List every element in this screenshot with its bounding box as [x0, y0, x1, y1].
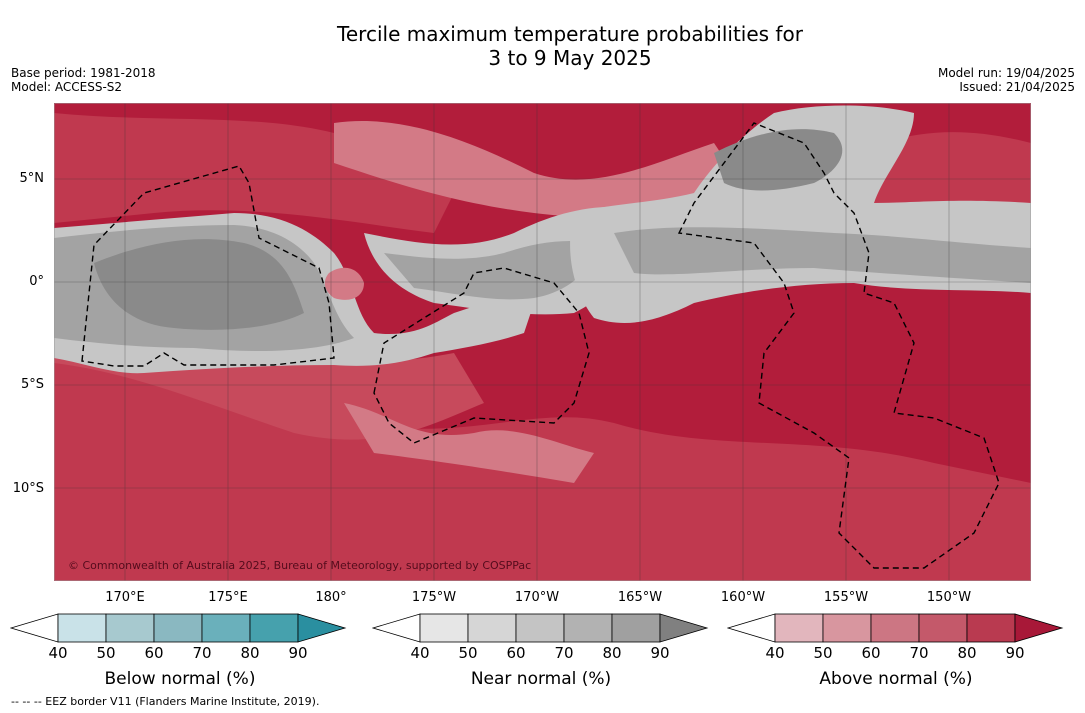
- colorbar-above-tick: 70: [909, 644, 929, 662]
- colorbar-near-tick: 90: [650, 644, 670, 662]
- colorbar-near-low-extension: [372, 613, 421, 643]
- lon-label-170w: 170°W: [514, 590, 560, 605]
- model-run: Model run: 19/04/2025: [937, 66, 1075, 80]
- issued-date: Issued: 21/04/2025: [959, 80, 1075, 94]
- colorbar-below-high-extension: [297, 613, 347, 643]
- meta-right: Model run: 19/04/2025 Issued: 21/04/2025: [938, 66, 1075, 94]
- colorbar-below-segment: [57, 613, 107, 643]
- lon-label-150w: 150°W: [926, 590, 972, 605]
- map-frame: [54, 103, 1031, 581]
- lat-label-5n: 5°N: [19, 171, 45, 186]
- colorbar-near-segment: [467, 613, 517, 643]
- above-normal-island-patch: [324, 267, 364, 300]
- eez-borders: [81, 122, 1000, 569]
- colorbar-below-segment: [153, 613, 203, 643]
- colorbar-below-tick: 40: [48, 644, 68, 662]
- title-line-2: 3 to 9 May 2025: [488, 46, 652, 70]
- colorbar-near-tick: 40: [410, 644, 430, 662]
- colorbar-below-tick: 70: [192, 644, 212, 662]
- colorbar-below-tick: 90: [288, 644, 308, 662]
- base-period: Base period: 1981-2018: [11, 66, 156, 80]
- colorbar-above-segment: [822, 613, 872, 643]
- meta-left: Base period: 1981-2018 Model: ACCESS-S2: [11, 66, 156, 94]
- lon-label-155w: 155°W: [823, 590, 869, 605]
- colorbar-near-segment: [419, 613, 469, 643]
- colorbar-above: [727, 613, 1064, 643]
- lon-label-160w: 160°W: [720, 590, 766, 605]
- colorbar-above-tick: 90: [1005, 644, 1025, 662]
- colorbar-near-high-extension: [659, 613, 709, 643]
- colorbar-above-segment: [918, 613, 968, 643]
- copyright-text: © Commonwealth of Australia 2025, Bureau…: [68, 559, 531, 572]
- colorbar-near: [372, 613, 709, 643]
- colorbar-near-segment: [515, 613, 565, 643]
- lon-label-180: 180°: [315, 590, 347, 605]
- colorbar-above-segment: [870, 613, 920, 643]
- lon-label-170e: 170°E: [105, 590, 145, 605]
- lon-label-175w: 175°W: [411, 590, 457, 605]
- map-title: Tercile maximum temperature probabilitie…: [0, 22, 1085, 70]
- colorbar-below-title: Below normal (%): [104, 669, 256, 689]
- model-name: Model: ACCESS-S2: [11, 80, 123, 94]
- lon-label-175e: 175°E: [208, 590, 248, 605]
- colorbar-below-segment: [105, 613, 155, 643]
- eez-legend: -- -- -- EEZ border V11 (Flanders Marine…: [11, 695, 320, 708]
- colorbar-near-tick: 50: [458, 644, 478, 662]
- probability-map: © Commonwealth of Australia 2025, Bureau…: [54, 103, 1031, 581]
- lat-label-5s: 5°S: [20, 377, 44, 392]
- colorbar-near-segment: [611, 613, 661, 643]
- colorbar-below-segment: [201, 613, 251, 643]
- colorbar-near-tick: 80: [602, 644, 622, 662]
- colorbar-above-high-extension: [1014, 613, 1064, 643]
- colorbar-below-tick: 60: [144, 644, 164, 662]
- above-normal-light-patch-2: [344, 403, 594, 483]
- colorbar-above-segment: [966, 613, 1016, 643]
- near-normal-west-core: [94, 239, 304, 330]
- graticule: [54, 103, 1031, 581]
- above-normal-light-patch: [334, 121, 754, 218]
- colorbar-above-tick: 80: [957, 644, 977, 662]
- colorbar-near-tick: 60: [506, 644, 526, 662]
- colorbar-above-tick: 60: [861, 644, 881, 662]
- colorbar-below-segment: [249, 613, 299, 643]
- lat-label-10s: 10°S: [12, 481, 44, 496]
- lon-label-165w: 165°W: [617, 590, 663, 605]
- near-normal-ne-core: [714, 129, 843, 191]
- colorbar-below-tick: 80: [240, 644, 260, 662]
- colorbar-above-segment: [774, 613, 824, 643]
- colorbar-near-title: Near normal (%): [470, 669, 612, 689]
- colorbar-below-tick: 50: [96, 644, 116, 662]
- title-line-1: Tercile maximum temperature probabilitie…: [337, 22, 803, 46]
- colorbar-below: [10, 613, 347, 643]
- lat-label-0: 0°: [29, 274, 44, 289]
- colorbar-near-segment: [563, 613, 613, 643]
- colorbar-below-low-extension: [10, 613, 59, 643]
- colorbar-above-title: Above normal (%): [819, 669, 973, 689]
- colorbar-near-tick: 70: [554, 644, 574, 662]
- near-normal-ne-band: [614, 227, 1031, 283]
- colorbar-above-tick: 40: [765, 644, 785, 662]
- colorbar-above-low-extension: [727, 613, 776, 643]
- colorbar-above-tick: 50: [813, 644, 833, 662]
